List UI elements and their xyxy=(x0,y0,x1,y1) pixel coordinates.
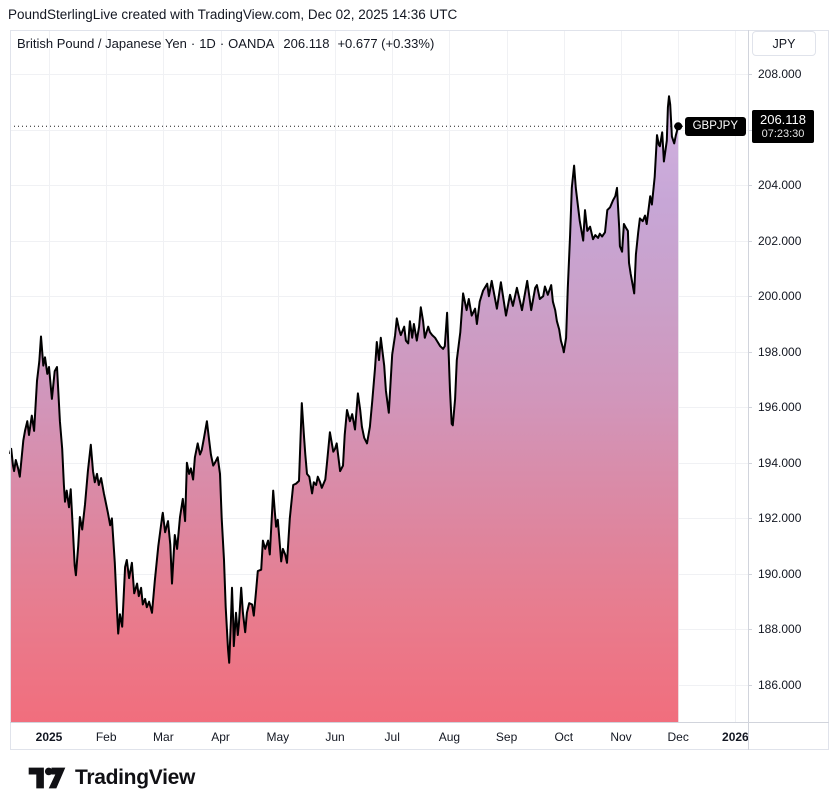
chart-frame xyxy=(10,30,829,750)
time-tick-label: Oct xyxy=(554,730,574,744)
chart-legend: British Pound / Japanese Yen · 1D · OANDA 206… xyxy=(17,36,434,51)
price-line-series xyxy=(9,95,680,664)
price-tick-label: 208.000 xyxy=(758,67,802,81)
time-tick-label: Jul xyxy=(384,730,400,744)
time-tick-label: Dec xyxy=(667,730,689,744)
interval-label: 1D xyxy=(199,36,216,51)
last-price-value: 206.118 xyxy=(283,36,330,51)
exchange-label: OANDA xyxy=(228,36,275,51)
price-tick-label: 188.000 xyxy=(758,622,802,637)
price-tick-label: 186.000 xyxy=(758,677,802,692)
price-tick-label: 204.000 xyxy=(758,178,802,193)
price-tick-label: 196.000 xyxy=(758,400,802,415)
price-tick-label: 192.000 xyxy=(758,511,802,526)
time-tick-label: Jun xyxy=(325,730,345,744)
price-tick-label: 190.000 xyxy=(758,566,802,581)
time-tick-label: 2026 xyxy=(722,730,748,744)
price-tick-label: 200.000 xyxy=(758,289,802,304)
legend-separator: · xyxy=(219,36,225,51)
time-tick-label: Sep xyxy=(495,730,518,744)
currency-button[interactable]: JPY xyxy=(752,31,816,56)
bar-countdown: 07:23:30 xyxy=(761,128,805,141)
current-price-value: 206.118 xyxy=(759,112,807,128)
current-price-label: 206.118 07:23:30 xyxy=(752,110,814,144)
legend-separator: · xyxy=(190,36,196,51)
tradingview-logo-icon xyxy=(28,767,66,789)
time-tick-label: 2025 xyxy=(35,730,63,744)
time-tick-label: May xyxy=(266,730,290,744)
price-tick-label: 202.000 xyxy=(758,233,802,248)
time-tick-label: Nov xyxy=(610,730,632,744)
price-tick-label: 198.000 xyxy=(758,344,802,359)
time-tick-label: Feb xyxy=(95,730,117,744)
area-series-fill xyxy=(10,96,679,722)
time-tick-label: Mar xyxy=(153,730,174,744)
time-tick-label: Apr xyxy=(211,730,230,744)
symbol-price-flag: GBPJPY xyxy=(684,116,746,136)
tradingview-logo-text: TradingView xyxy=(75,766,196,789)
price-tick-label: 194.000 xyxy=(758,455,802,470)
last-price-dot xyxy=(674,122,683,131)
time-tick-label: Aug xyxy=(438,730,461,744)
symbol-title[interactable]: British Pound / Japanese Yen xyxy=(17,36,187,51)
time-axis[interactable]: 2025 Feb Mar Apr May Jun Jul Aug Sep Oct Nov Dec 202… xyxy=(0,722,748,750)
attribution-text: PoundSterlingLive created with TradingVi… xyxy=(8,7,458,22)
tradingview-logo[interactable]: TradingView xyxy=(28,765,195,791)
price-change-value: +0.677 (+0.33%) xyxy=(337,36,435,51)
